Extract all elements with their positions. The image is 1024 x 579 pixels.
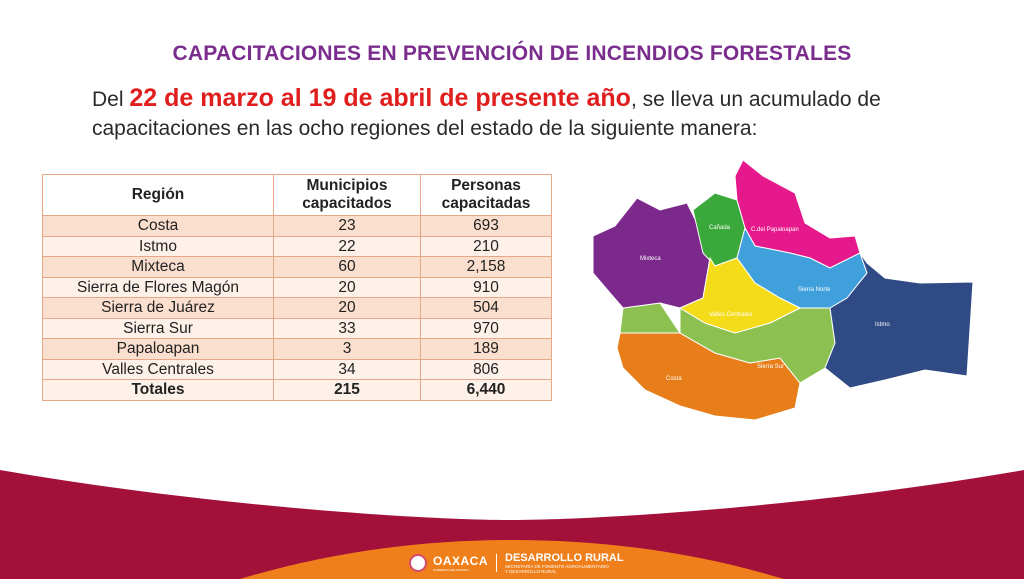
training-table: Región Municipios capacitados Personas c… (42, 174, 552, 401)
map-region-valles (678, 256, 802, 334)
table-row: Papaloapan 3 189 (42, 338, 552, 360)
cell-personas: 970 (420, 317, 552, 339)
table-totals-row: Totales 215 6,440 (42, 379, 552, 401)
table-row: Sierra Sur 33 970 (42, 317, 552, 339)
cell-personas: 210 (420, 235, 552, 257)
map-label-sierra-norte: Sierra Norte (798, 287, 831, 293)
table-row: Sierra de Juárez 20 504 (42, 297, 552, 319)
map-label-istmo: Istmo (875, 322, 890, 328)
map-label-canada: Cañada (709, 225, 731, 231)
table-row: Costa 23 693 (42, 215, 552, 237)
header-municipios: Municipios capacitados (273, 174, 421, 216)
intro-suffix: , se lleva un acumulado de capacitacione… (92, 88, 881, 140)
oaxaca-seal-icon (409, 554, 427, 572)
cell-municipios: 60 (273, 256, 421, 278)
table-row: Sierra de Flores Magón 20 910 (42, 276, 552, 298)
intro-prefix: Del (92, 88, 130, 111)
logo-divider (496, 554, 498, 572)
footer-accent-arc (240, 540, 784, 579)
cell-municipios: 3 (273, 338, 421, 360)
page-title: CAPACITACIONES EN PREVENCIÓN DE INCENDIO… (172, 42, 852, 65)
intro-date-range: 22 de marzo al 19 de abril de presente a… (129, 84, 631, 112)
cell-region: Costa (42, 215, 274, 237)
cell-region: Sierra de Flores Magón (42, 276, 274, 298)
cell-personas: 189 (420, 338, 552, 360)
map-label-mixteca: Mixteca (640, 256, 661, 262)
map-label-valles: Valles Centrales (709, 312, 752, 318)
footer-band (0, 470, 1024, 579)
footer-logo: OAXACA GOBIERNO DEL ESTADO DESARROLLO RU… (409, 552, 624, 574)
logo-text: OAXACA GOBIERNO DEL ESTADO (433, 554, 488, 572)
map-label-costa: Costa (666, 376, 682, 382)
cell-totals-personas: 6,440 (420, 379, 552, 401)
cell-region: Sierra de Juárez (42, 297, 274, 319)
cell-municipios: 22 (273, 235, 421, 257)
cell-totals-label: Totales (42, 379, 274, 401)
logo-sub: GOBIERNO DEL ESTADO (433, 568, 469, 572)
cell-municipios: 20 (273, 297, 421, 319)
cell-municipios: 34 (273, 358, 421, 380)
dept-sub-2: Y DESARROLLO RURAL (505, 569, 557, 574)
cell-totals-municipios: 215 (273, 379, 421, 401)
map-label-sierra-sur: Sierra Sur (757, 364, 784, 370)
intro-paragraph: Del 22 de marzo al 19 de abril de presen… (92, 84, 992, 143)
cell-region: Mixteca (42, 256, 274, 278)
table-row: Istmo 22 210 (42, 235, 552, 257)
dept-text: DESARROLLO RURAL SECRETARÍA DE FOMENTO A… (505, 552, 624, 574)
oaxaca-regions-map: Mixteca Cañada C.del Papaloapan Sierra N… (592, 159, 974, 420)
header-personas: Personas capacitadas (420, 174, 552, 216)
map-label-papaloapan: C.del Papaloapan (751, 227, 799, 233)
cell-personas: 504 (420, 297, 552, 319)
cell-region: Istmo (42, 235, 274, 257)
cell-personas: 806 (420, 358, 552, 380)
dept-name: DESARROLLO RURAL (505, 552, 624, 564)
cell-personas: 693 (420, 215, 552, 237)
cell-personas: 2,158 (420, 256, 552, 278)
table-row: Mixteca 60 2,158 (42, 256, 552, 278)
table-header-row: Región Municipios capacitados Personas c… (42, 174, 552, 216)
header-region: Región (42, 174, 274, 216)
table-row: Valles Centrales 34 806 (42, 358, 552, 380)
cell-municipios: 23 (273, 215, 421, 237)
cell-municipios: 20 (273, 276, 421, 298)
dept-sub-1: SECRETARÍA DE FOMENTO AGROALIMENTARIO (505, 564, 609, 569)
logo-name: OAXACA (433, 554, 489, 568)
map-region-istmo (824, 252, 974, 389)
